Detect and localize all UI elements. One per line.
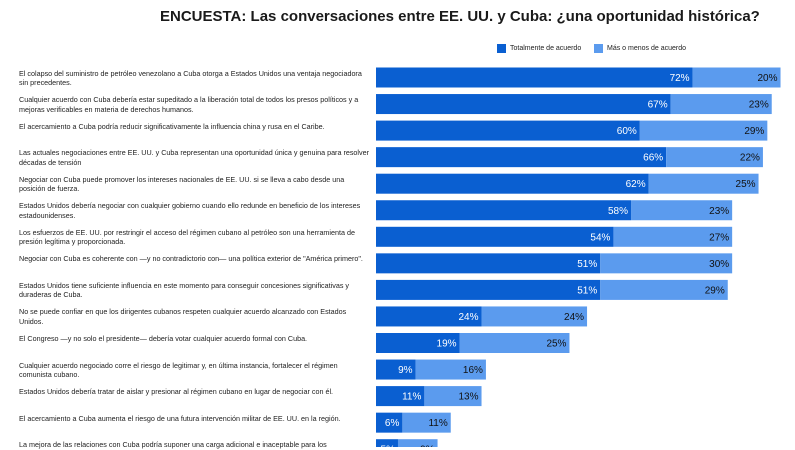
category-label: Estados Unidos debería negociar con cual… (19, 201, 361, 220)
bar-somewhat (397, 439, 438, 447)
bar-strong (376, 200, 632, 221)
data-label-strong: 9% (398, 365, 413, 376)
data-label-somewhat: 11% (428, 418, 447, 429)
category-label: El colapso del suministro de petróleo ve… (19, 68, 362, 88)
bar-somewhat (600, 253, 733, 274)
data-label-strong: 51% (577, 285, 597, 296)
bar-strong (376, 333, 460, 353)
legend-label-somewhat: Más o menos de acuerdo (607, 45, 686, 52)
data-label-somewhat: 29% (744, 126, 764, 137)
bar-somewhat (481, 306, 588, 327)
category-label: Cualquier acuerdo con Cuba debería estar… (19, 95, 359, 114)
category-label: La mejora de las relaciones con Cuba pod… (19, 440, 327, 450)
data-label-somewhat: 13% (459, 392, 479, 403)
bar-strong (376, 173, 649, 194)
bar-somewhat (459, 333, 570, 353)
data-label-somewhat: 27% (709, 232, 729, 243)
bar-somewhat (639, 120, 768, 141)
legend-item-somewhat: Más o menos de acuerdo (594, 44, 686, 53)
bar-strong (376, 94, 671, 115)
data-label-strong: 58% (608, 206, 628, 217)
category-label: Las actuales negociaciones entre EE. UU.… (19, 148, 370, 167)
bar-strong (376, 412, 403, 433)
bar-strong (376, 120, 640, 141)
data-label-somewhat: 23% (749, 100, 769, 111)
bar-strong (376, 253, 601, 274)
data-label-somewhat: 9% (420, 445, 435, 447)
bar-somewhat (600, 279, 728, 300)
bar-strong (376, 359, 416, 380)
legend-item-strong: Totalmente de acuerdo (497, 44, 581, 53)
bar-somewhat (670, 94, 772, 115)
data-label-strong: 5% (381, 445, 396, 447)
data-label-strong: 60% (617, 126, 637, 137)
category-label: Cualquier acuerdo negociado corre el rie… (19, 360, 338, 380)
bar-strong (376, 279, 601, 300)
category-label: Estados Unidos debería tratar de aislar … (19, 387, 334, 397)
bar-strong (376, 147, 667, 168)
bar-somewhat (648, 173, 759, 194)
data-label-somewhat: 24% (564, 312, 584, 323)
bar-somewhat (415, 359, 486, 380)
category-label: No se puede confiar en que los dirigente… (19, 307, 347, 327)
category-label: Negociar con Cuba puede promover los int… (19, 174, 345, 194)
data-label-strong: 54% (590, 232, 610, 243)
bar-somewhat (424, 386, 482, 407)
bar-strong (376, 226, 614, 247)
data-label-strong: 6% (385, 418, 400, 429)
data-label-somewhat: 22% (740, 153, 760, 164)
bar-somewhat (631, 200, 733, 221)
bar-somewhat (692, 67, 781, 88)
data-label-somewhat: 25% (736, 179, 756, 190)
data-label-strong: 11% (402, 392, 421, 403)
data-label-somewhat: 16% (463, 365, 483, 376)
category-label: El Congreso —y no solo el presidente— de… (19, 334, 308, 343)
bar-somewhat (402, 412, 451, 433)
data-label-somewhat: 23% (709, 206, 729, 217)
bar-strong (376, 67, 693, 88)
data-label-somewhat: 30% (709, 259, 729, 270)
bar-somewhat (613, 226, 733, 247)
bar-strong (376, 386, 425, 407)
category-label: El acercamiento a Cuba podría reducir si… (19, 121, 325, 131)
legend-swatch-strong (497, 44, 506, 53)
data-label-somewhat: 20% (758, 73, 778, 84)
data-label-strong: 66% (643, 153, 663, 164)
category-label: El acercamiento a Cuba aumenta el riesgo… (19, 413, 341, 423)
bar-strong (376, 306, 482, 327)
data-label-somewhat: 25% (546, 339, 566, 350)
legend-swatch-somewhat (594, 44, 603, 53)
data-label-somewhat: 29% (705, 285, 725, 296)
category-label: Negociar con Cuba es coherente con —y no… (19, 254, 363, 264)
data-label-strong: 67% (648, 100, 668, 111)
data-label-strong: 51% (577, 259, 597, 270)
bar-strong (376, 439, 398, 447)
data-label-strong: 62% (626, 179, 646, 190)
data-label-strong: 24% (459, 312, 479, 323)
category-label: Los esfuerzos de EE. UU. por restringir … (19, 227, 356, 247)
data-label-strong: 72% (670, 73, 690, 84)
category-label: Estados Unidos tiene suficiente influenc… (19, 280, 350, 300)
data-label-strong: 19% (437, 339, 457, 350)
chart-title: ENCUESTA: Las conversaciones entre EE. U… (160, 8, 760, 25)
legend-label-strong: Totalmente de acuerdo (510, 45, 582, 52)
bar-somewhat (666, 147, 763, 168)
